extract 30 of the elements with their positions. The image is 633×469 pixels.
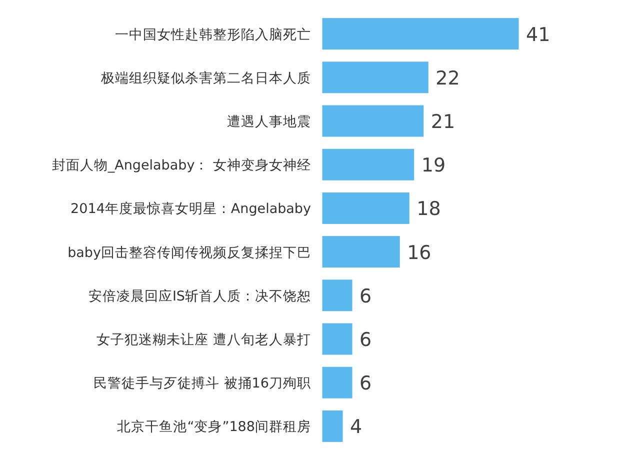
bar bbox=[322, 62, 428, 94]
y-tick-label: 北京干鱼池“变身”188间群租房 bbox=[117, 419, 311, 436]
y-tick-label: 极端组织疑似杀害第二名日本人质 bbox=[100, 70, 311, 86]
data-label: 6 bbox=[360, 285, 372, 308]
y-tick-label: 封面人物_Angelababy： 女神变身女神经 bbox=[52, 158, 311, 174]
data-label: 21 bbox=[430, 111, 456, 133]
data-label: 22 bbox=[436, 67, 460, 90]
bar bbox=[322, 280, 352, 312]
y-tick-label: 2014年度最惊喜女明星：Angelababy bbox=[70, 201, 312, 218]
bar bbox=[322, 148, 414, 180]
bar bbox=[322, 236, 400, 268]
bar bbox=[322, 410, 343, 442]
y-tick-label: 女子犯迷糊未让座 遭八旬老人暴打 bbox=[96, 332, 311, 348]
data-label: 16 bbox=[407, 242, 432, 264]
bar bbox=[322, 366, 352, 398]
bar bbox=[322, 192, 410, 224]
data-label: 4 bbox=[350, 416, 362, 438]
y-tick-label: 民警徒手与歹徒搏斗 被捅16刀殉职 bbox=[94, 376, 311, 392]
y-tick-label: 遭遇人事地震 bbox=[227, 114, 311, 130]
bar bbox=[322, 323, 352, 355]
y-tick-label: baby回击整容传闻传视频反复揉捏下巴 bbox=[68, 244, 311, 261]
data-label: 6 bbox=[360, 372, 372, 395]
data-label: 6 bbox=[360, 329, 372, 351]
bar bbox=[322, 18, 519, 50]
y-tick-label: 一中国女性赴韩整形陷入脑死亡 bbox=[115, 26, 311, 43]
data-label: 41 bbox=[526, 24, 550, 46]
data-label: 19 bbox=[421, 154, 446, 177]
y-tick-label: 安倍凌晨回应IS斩首人质：决不饶恕 bbox=[88, 288, 311, 304]
data-label: 18 bbox=[416, 198, 441, 220]
bar bbox=[322, 105, 424, 137]
